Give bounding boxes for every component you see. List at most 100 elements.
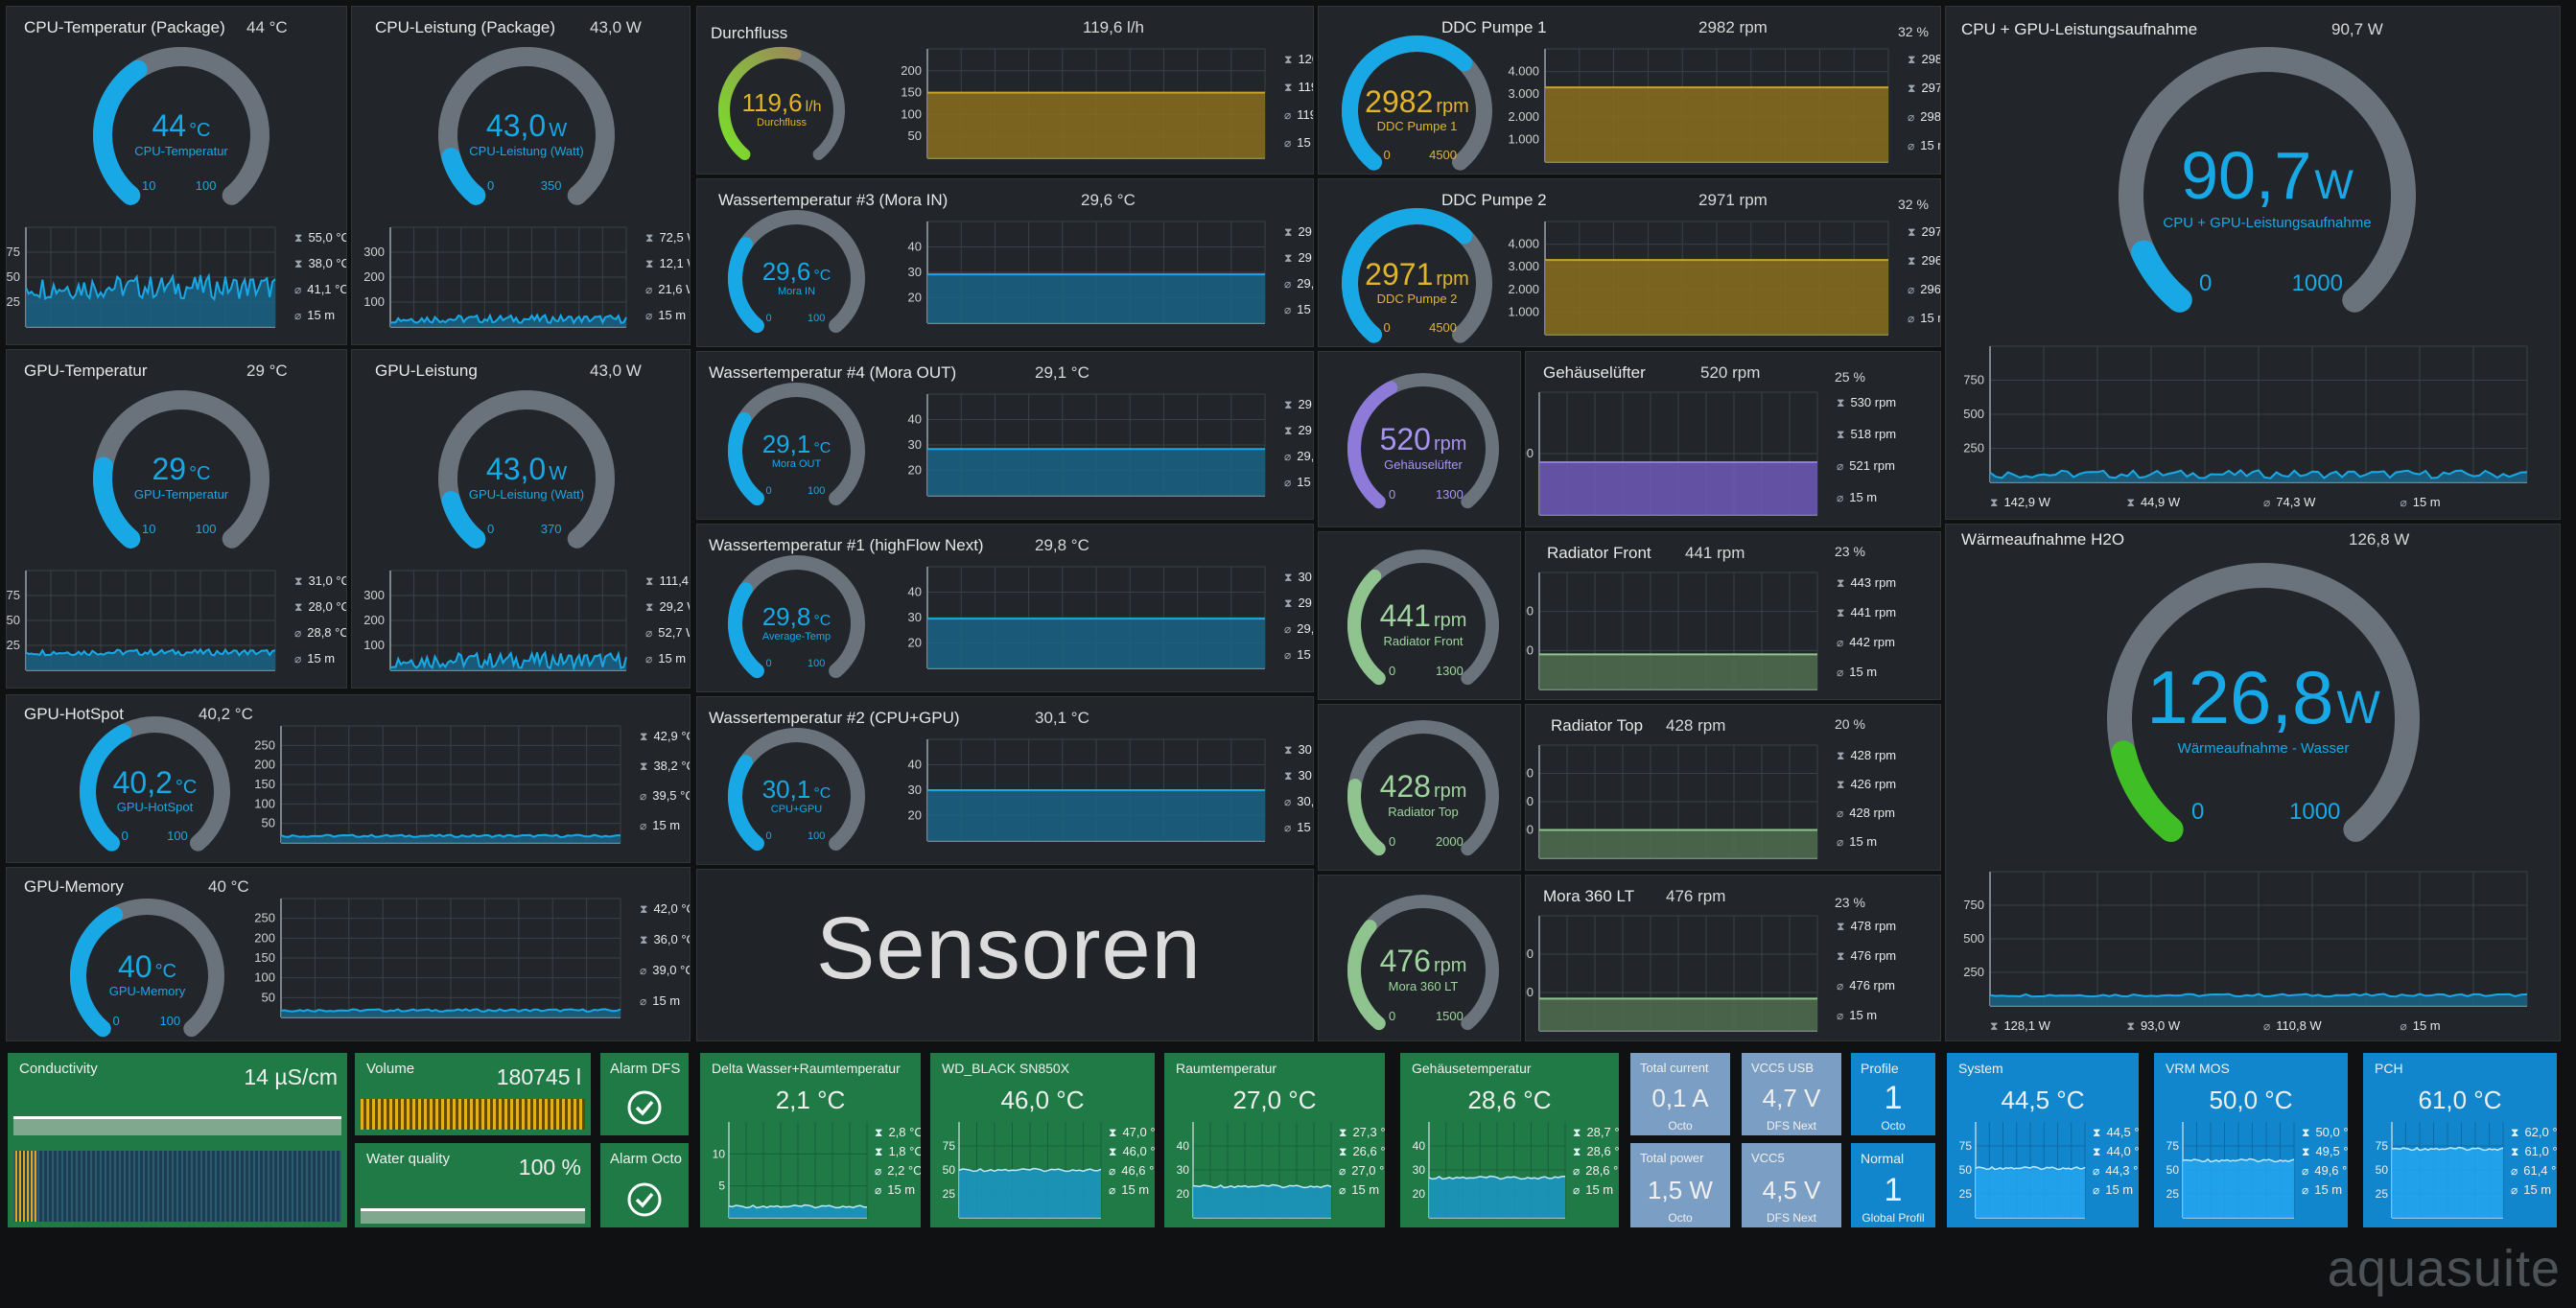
stat-max: ⧗ 428 rpm	[1837, 748, 1897, 762]
chart-stats: ⧗ 128,1 W ⧗ 93,0 W ⌀ 110,8 W ⌀ 15 m	[1990, 1019, 2537, 1032]
panel-title: Gehäuselüfter	[1543, 363, 1646, 382]
series-line	[25, 647, 276, 658]
tile-title: Gehäusetemperatur	[1412, 1061, 1532, 1076]
meter-segment	[1940, 584, 1941, 589]
total_power-gauge	[2119, 47, 2416, 313]
gauge-min: 0	[765, 657, 772, 669]
pump-2-panel: DDC Pumpe 2 2971 rpm 32 % 2971 rpm DDC Pum…	[1318, 178, 1941, 347]
series-area	[1429, 1176, 1565, 1218]
y-tick-label: 150	[254, 950, 275, 965]
gauge-label: CPU+GPU	[770, 803, 823, 815]
gauge-label: DDC Pumpe 1	[1376, 119, 1458, 134]
gauge-value: 441 rpm	[1379, 598, 1467, 634]
heat-h2o-panel: Wärmeaufnahme H2O 126,8 W 126,8W Wärmeauf…	[1945, 524, 2561, 1041]
series-area	[927, 449, 1265, 496]
panel-value: 43,0 W	[590, 18, 642, 36]
y-tick-label: 200	[901, 63, 922, 78]
gauge-min: 0	[1389, 663, 1396, 678]
meter-segment	[1940, 404, 1941, 409]
gauge-value-arc	[80, 724, 132, 852]
tile-stats: ⧗44,5 °C ⧗44,0 °C ⌀44,3 °C ⌀15 m	[2093, 1126, 2139, 1203]
tile-sub: Octo	[1668, 1211, 1693, 1225]
vrm-tile: VRM MOS 50,0 °C 75 50 25 ⧗50,0 °C ⧗49,5 °C ⌀49…	[2154, 1053, 2348, 1227]
gauge-min: 0	[2199, 270, 2213, 297]
gauge-max: 4500	[1429, 148, 1458, 162]
meter-segment	[1940, 684, 1941, 689]
tile-stats: ⧗50,0 °C ⧗49,5 °C ⌀49,6 °C ⌀15 m	[2302, 1126, 2348, 1203]
stat-max: ⧗29,4 °C	[1284, 397, 1313, 411]
meter-segment	[1940, 661, 1941, 666]
room-tile: Raumtemperatur 27,0 °C 40 30 20 ⧗27,3 °C ⧗26,…	[1164, 1053, 1385, 1227]
chart-stats: ⧗29,9 °C ⧗29,6 °C ⌀29,7 °C ⌀15 m	[1284, 225, 1313, 329]
meter-segment	[1940, 996, 1941, 1001]
gauge-min: 0	[1389, 486, 1396, 502]
stat-avg: ⌀ 521 rpm	[1837, 458, 1895, 473]
gauge-label: GPU-Memory	[108, 984, 186, 999]
y-tick-label: 20	[908, 636, 922, 650]
gpu_temp-gauge	[93, 390, 269, 549]
gauge-min: 10	[142, 522, 156, 537]
stat-max: ⧗42,0 °C	[640, 901, 690, 916]
stat-max: ⧗ 443 rpm	[1837, 575, 1897, 590]
gpu_temp-chart: 75 50 25	[7, 570, 276, 671]
gauge-value-arc	[441, 148, 486, 205]
meter-segment	[1940, 576, 1941, 581]
meter-segment	[1940, 841, 1941, 846]
cpu-temp-panel: CPU-Temperatur (Package) 44 °C 44 °C CPU-T…	[6, 6, 347, 345]
meter-segment	[1940, 958, 1941, 963]
gauge-label: Mora 360 LT	[1388, 978, 1459, 993]
profile-tile[interactable]: Profile 1 Octo	[1851, 1053, 1935, 1135]
tile-title: Total power	[1640, 1151, 1704, 1165]
series-area	[1990, 470, 2527, 482]
gauge-label: Mora OUT	[771, 457, 822, 470]
meter-segment	[1940, 935, 1941, 940]
tile-value: 2,1 °C	[775, 1086, 846, 1114]
y-tick-label: 1.000	[1508, 131, 1539, 146]
delta-chart: 10 5	[713, 1122, 868, 1219]
normal-profile-tile[interactable]: Normal 1 Global Profil	[1851, 1143, 1935, 1227]
stat-max: ⧗ 128,1 W	[1990, 1018, 2050, 1033]
meter-segment	[1940, 989, 1941, 993]
stat-max: ⧗ 31,0 °C	[294, 573, 347, 588]
series-area	[927, 790, 1265, 841]
fan_front-chart: 1.000 500	[1526, 572, 1818, 690]
stat-avg: ⌀27,0 °C	[1339, 1163, 1385, 1178]
stat-max: ⧗72,5 W	[645, 230, 690, 245]
stat-avg: ⌀28,6 °C	[1573, 1163, 1619, 1178]
gauge-min: 0	[1389, 1008, 1396, 1023]
stat-max: ⧗42,9 °C	[640, 729, 690, 743]
stat-max: ⧗2971 rpm	[1908, 224, 1940, 239]
meter-segment	[1940, 569, 1941, 573]
gauge-max: 1000	[2291, 270, 2343, 297]
gauge-max: 1000	[2289, 798, 2341, 825]
tile-sub: DFS Next	[1766, 1119, 1816, 1133]
stat-time: ⌀15 m	[640, 818, 681, 832]
meter-segment	[1940, 810, 1941, 815]
stat-time: ⌀15 m	[1837, 834, 1878, 849]
fan-top-percent: 20 %	[1835, 716, 1865, 732]
meter-segment	[1940, 691, 1941, 696]
gauge-label: Gehäuselüfter	[1384, 456, 1463, 472]
stat-avg: ⌀52,7 W	[645, 625, 690, 640]
system-tile: System 44,5 °C 75 50 25 ⧗44,5 °C ⧗44,0 °C ⌀44,…	[1947, 1053, 2139, 1227]
gauge-min: 10	[142, 178, 156, 194]
stat-max: ⧗ 478 rpm	[1837, 919, 1897, 933]
y-tick-label: 1.000	[1525, 794, 1534, 808]
stat-max: ⧗44,5 °C	[2093, 1125, 2139, 1139]
tile-sub: Octo	[1668, 1119, 1693, 1133]
wt3-gauge	[728, 210, 865, 334]
tile-title: VRM MOS	[2166, 1061, 2230, 1076]
stat-min: ⧗26,6 °C	[1339, 1144, 1385, 1158]
meter-segment	[1940, 526, 1941, 527]
stat-avg: ⌀ 2,2 °C	[875, 1163, 921, 1178]
stat-avg: ⌀2981 rpm	[1908, 109, 1941, 124]
water-temp-1-panel: Wassertemperatur #1 (highFlow Next) 29,8…	[696, 524, 1314, 692]
y-tick-label: 25	[943, 1187, 956, 1201]
gauge-min: 0	[765, 484, 772, 497]
gpu_hotspot-gauge	[80, 716, 230, 852]
series-line	[2182, 1157, 2295, 1163]
tile-title: Profile	[1861, 1061, 1899, 1076]
stat-max: ⧗2984 rpm	[1908, 52, 1940, 66]
stat-min: ⧗ 93,0 W	[2126, 1018, 2181, 1033]
